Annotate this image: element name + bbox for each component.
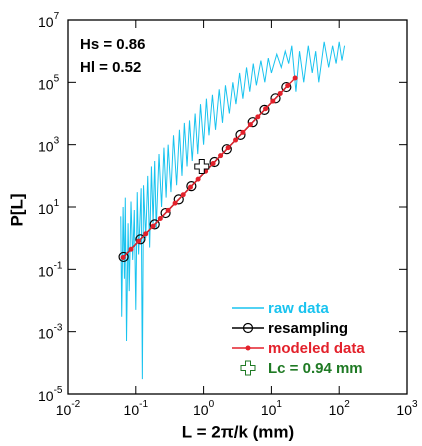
marker — [218, 153, 224, 159]
x-tick-label: 100 — [193, 399, 215, 418]
marker — [149, 219, 160, 230]
marker — [270, 93, 281, 104]
marker — [180, 192, 186, 198]
marker — [120, 254, 126, 260]
marker — [165, 207, 171, 213]
plot-frame — [67, 19, 408, 395]
marker — [221, 144, 232, 155]
legend-label: modeled data — [268, 340, 365, 357]
marker — [136, 238, 142, 244]
marker — [187, 184, 193, 190]
marker — [281, 81, 292, 93]
marker — [235, 129, 246, 141]
marker — [173, 194, 184, 205]
annotation: Hl = 0.52 — [80, 59, 141, 76]
marker — [247, 122, 253, 128]
marker — [195, 176, 201, 182]
marker — [194, 158, 210, 174]
y-tick-label: 10-5 — [38, 385, 63, 404]
marker — [160, 207, 171, 219]
y-tick-label: 107 — [38, 11, 60, 30]
marker — [277, 90, 283, 96]
legend-marker — [245, 345, 251, 351]
marker — [225, 145, 231, 151]
legend-label: raw data — [268, 300, 330, 317]
marker — [270, 98, 276, 104]
y-tick-label: 103 — [38, 135, 60, 154]
y-tick-label: 101 — [38, 198, 60, 217]
marker — [157, 216, 163, 222]
legend-label: resampling — [268, 320, 348, 337]
marker — [292, 75, 298, 81]
marker — [172, 200, 178, 206]
annotation: Hs = 0.86 — [80, 36, 145, 53]
marker — [285, 83, 291, 89]
marker — [210, 160, 216, 166]
marker — [247, 117, 258, 128]
marker — [186, 181, 197, 192]
x-tick-label: 103 — [396, 399, 418, 418]
marker — [143, 231, 149, 237]
marker — [259, 104, 270, 115]
x-axis-title: L = 2π/k (mm) — [182, 422, 294, 441]
y-tick-label: 10-3 — [38, 322, 63, 341]
y-axis-title: P[L] — [7, 193, 26, 226]
legend-marker — [242, 322, 254, 334]
y-tick-label: 10-1 — [38, 260, 63, 279]
x-tick-label: 10-1 — [124, 399, 149, 418]
legend-marker — [240, 360, 256, 376]
marker — [255, 114, 261, 120]
marker — [135, 234, 146, 245]
x-tick-label: 102 — [329, 399, 351, 418]
x-tick-label: 101 — [261, 399, 283, 418]
marker — [150, 223, 156, 229]
marker — [128, 246, 134, 252]
legend-label: Lc = 0.94 mm — [268, 360, 363, 377]
marker — [233, 137, 239, 143]
x-tick-label: 10-2 — [56, 399, 81, 418]
marker — [263, 106, 269, 112]
marker — [240, 129, 246, 135]
y-tick-label: 105 — [38, 73, 60, 92]
marker — [209, 156, 220, 168]
marker — [118, 251, 129, 263]
